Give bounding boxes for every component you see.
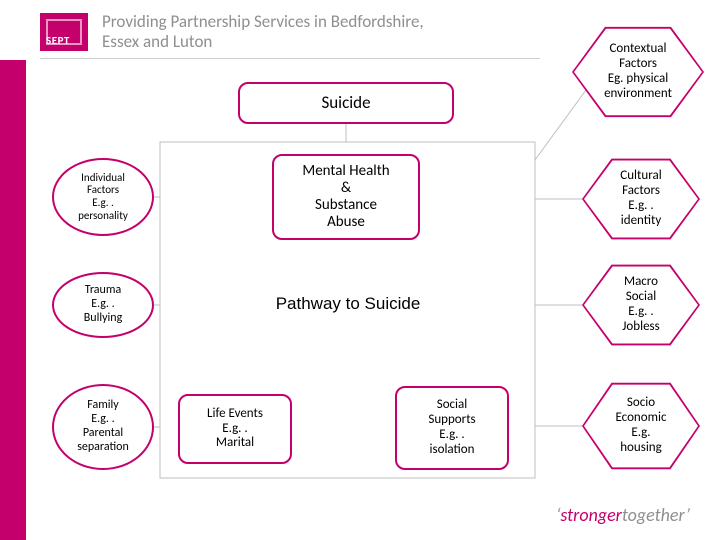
slide-stage: SEPT Providing Partnership Services in B…	[0, 0, 720, 540]
node-family: FamilyE.g. .Parentalseparation	[52, 384, 154, 470]
node-social_support: SocialSupportsE.g. .isolation	[395, 386, 509, 470]
node-mental: Mental Health&SubstanceAbuse	[272, 154, 420, 240]
header-title-line1: Providing Partnership Services in Bedfor…	[102, 12, 424, 32]
footer-strapline: ‘strongertogether’	[556, 504, 690, 526]
node-trauma: TraumaE.g. .Bullying	[52, 272, 154, 338]
header-title: Providing Partnership Services in Bedfor…	[102, 12, 424, 51]
node-contextual: ContextualFactorsEg. physicalenvironment	[572, 24, 704, 120]
node-macro: MacroSocialE.g. .Jobless	[582, 262, 700, 348]
brand-side-stripe	[0, 60, 26, 540]
slide-header: SEPT Providing Partnership Services in B…	[40, 12, 520, 51]
header-rule	[40, 58, 540, 59]
footer-suffix: together’	[622, 504, 690, 526]
node-life_events: Life EventsE.g. .Marital	[178, 394, 292, 464]
node-pathway: Pathway to Suicide	[244, 290, 452, 318]
footer-accent: stronger	[560, 504, 622, 526]
node-socio: SocioEconomicE.g.housing	[582, 380, 700, 472]
node-cultural: CulturalFactorsE.g. .identity	[582, 156, 700, 242]
header-title-line2: Essex and Luton	[102, 32, 424, 52]
sept-logo: SEPT	[40, 13, 88, 51]
sept-logo-text: SEPT	[46, 34, 70, 47]
node-individual: IndividualFactorsE.g. .personality	[52, 158, 154, 236]
node-suicide: Suicide	[238, 82, 454, 124]
